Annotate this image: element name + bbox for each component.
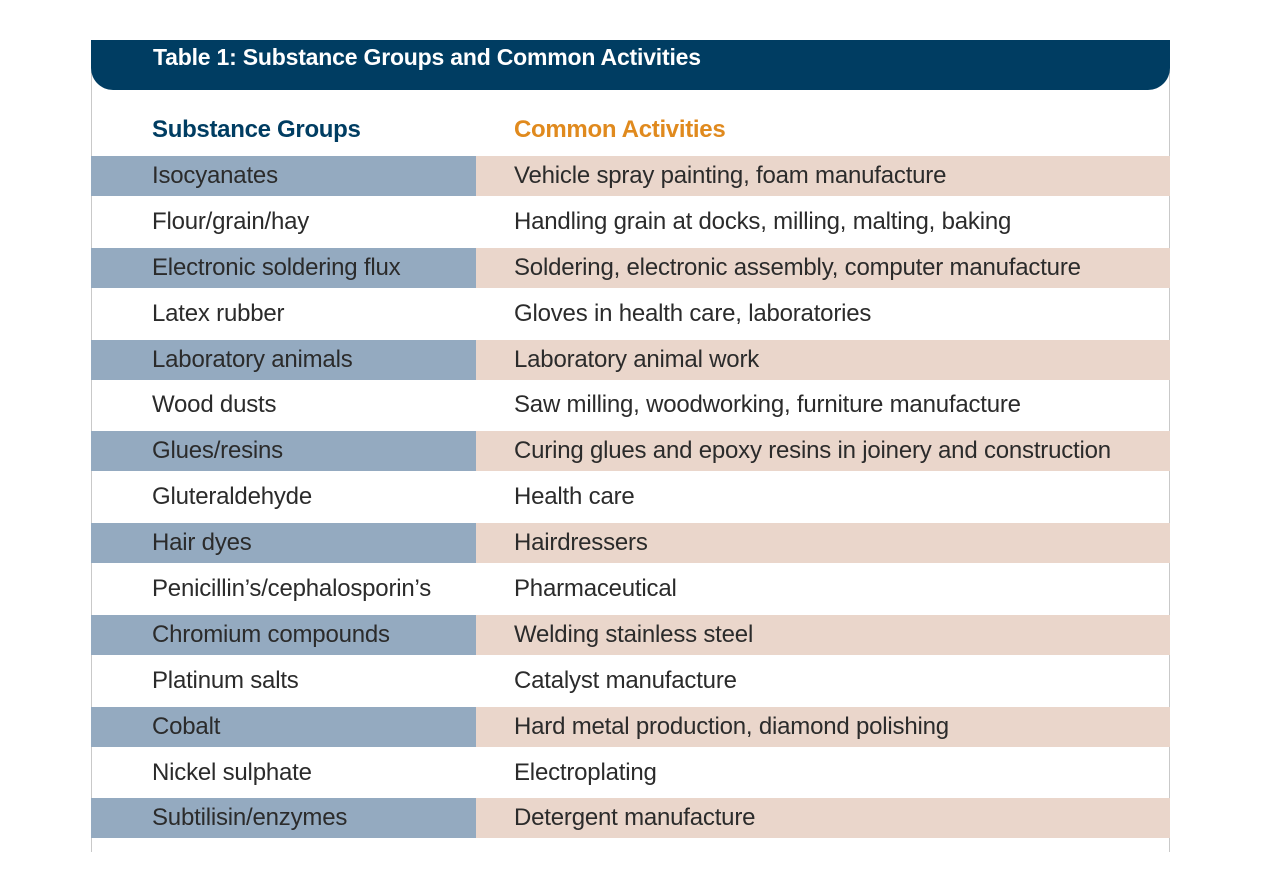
table-row: Glues/resins Curing glues and epoxy resin…: [91, 431, 1170, 477]
activity-cell: Detergent manufacture: [476, 798, 1170, 839]
activity-cell: Pharmaceutical: [514, 575, 677, 603]
substance-cell: Chromium compounds: [91, 614, 476, 655]
activity-cell: Soldering, electronic assembly, computer…: [476, 247, 1170, 288]
activity-cell: Catalyst manufacture: [514, 666, 737, 694]
table-row: Nickel sulphate Electroplating: [91, 753, 1170, 799]
table-row: Laboratory animals Laboratory animal work: [91, 339, 1170, 386]
table-row: Platinum salts Catalyst manufacture: [91, 661, 1170, 707]
table-row: Cobalt Hard metal production, diamond pol…: [91, 706, 1170, 753]
column-header-common-activities: Common Activities: [514, 116, 726, 143]
activity-cell: Welding stainless steel: [476, 614, 1170, 655]
table-row: Gluteraldehyde Health care: [91, 477, 1170, 523]
table-row: Isocyanates Vehicle spray painting, foam …: [91, 156, 1170, 202]
activity-cell: Handling grain at docks, milling, maltin…: [514, 207, 1012, 235]
substance-cell: Glues/resins: [91, 431, 476, 472]
substance-cell: Cobalt: [91, 706, 476, 747]
activity-cell: Hard metal production, diamond polishing: [476, 706, 1170, 747]
activity-cell: Electroplating: [514, 758, 657, 786]
substance-cell: Flour/grain/hay: [152, 207, 310, 235]
table-row: Subtilisin/enzymes Detergent manufacture: [91, 798, 1170, 844]
table-title-bar: Table 1: Substance Groups and Common Act…: [91, 40, 1170, 90]
activity-cell: Saw milling, woodworking, furniture manu…: [514, 391, 1021, 419]
substance-cell: Penicillin’s/cephalosporin’s: [152, 575, 432, 603]
table-row: Latex rubber Gloves in health care, labor…: [91, 294, 1170, 340]
activity-cell: Laboratory animal work: [476, 339, 1170, 380]
substance-cell: Hair dyes: [91, 523, 476, 564]
table-row: Flour/grain/hay Handling grain at docks, …: [91, 202, 1170, 248]
substance-cell: Platinum salts: [152, 666, 299, 694]
column-header-substance-groups: Substance Groups: [152, 116, 361, 143]
table-body: Isocyanates Vehicle spray painting, foam …: [91, 156, 1170, 844]
substance-cell: Subtilisin/enzymes: [91, 798, 476, 839]
substance-cell: Isocyanates: [91, 156, 476, 196]
table-row: Electronic soldering flux Soldering, elec…: [91, 247, 1170, 294]
activity-cell: Curing glues and epoxy resins in joinery…: [476, 431, 1170, 472]
substance-cell: Laboratory animals: [91, 339, 476, 380]
activity-cell: Health care: [514, 483, 635, 511]
table-row: Chromium compounds Welding stainless stee…: [91, 614, 1170, 661]
activity-cell: Gloves in health care, laboratories: [514, 299, 872, 327]
table-title: Table 1: Substance Groups and Common Act…: [153, 44, 701, 70]
table-row: Hair dyes Hairdressers: [91, 523, 1170, 569]
table-row: Penicillin’s/cephalosporin’s Pharmaceutic…: [91, 569, 1170, 615]
substance-cell: Gluteraldehyde: [152, 483, 312, 511]
substance-cell: Wood dusts: [152, 391, 277, 419]
table-row: Wood dusts Saw milling, woodworking, furn…: [91, 385, 1170, 431]
substance-cell: Nickel sulphate: [152, 758, 312, 786]
activity-cell: Vehicle spray painting, foam manufacture: [476, 156, 1170, 196]
activity-cell: Hairdressers: [476, 523, 1170, 564]
substance-cell: Electronic soldering flux: [91, 247, 476, 288]
substance-cell: Latex rubber: [152, 299, 285, 327]
